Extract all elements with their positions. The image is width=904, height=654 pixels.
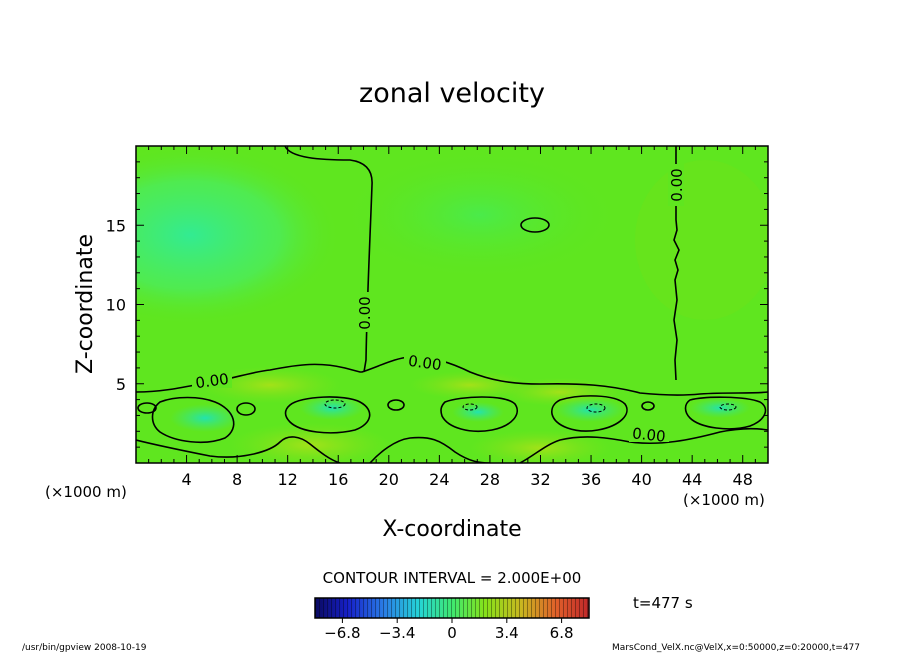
cool-cell-1 [170, 404, 240, 432]
neg-contour-3 [586, 403, 606, 413]
negative-contours [324, 399, 737, 413]
neg-contour-4 [719, 403, 737, 411]
colorbar-tick-label: −6.8 [324, 624, 360, 642]
contour-interval-text: CONTOUR INTERVAL = 2.000E+00 [323, 569, 582, 587]
y-tick-label: 15 [106, 216, 126, 235]
x-unit-left: (×1000 m) [45, 483, 127, 501]
x-tick-label: 36 [581, 470, 601, 489]
contour-edge-loop-left [137, 402, 157, 414]
contour-loop-a [236, 402, 256, 416]
warm-region-1 [200, 367, 340, 403]
x-tick-label: 40 [631, 470, 651, 489]
contour-cell-4 [551, 395, 628, 432]
contour-cell-3 [440, 396, 518, 432]
contour-label-3: 0.00 [356, 296, 374, 329]
colorbar: −6.8 −3.4 0 3.4 6.8 [314, 597, 590, 642]
cool-cell-4 [556, 398, 624, 422]
contour-labels: 0.00 0.00 0.00 0.00 0.00 [192, 164, 686, 446]
x-tick-label: 16 [328, 470, 348, 489]
contour-label-4: 0.00 [668, 168, 686, 201]
colorbar-tick-label: 0 [447, 624, 457, 642]
heatmap-field [136, 146, 768, 463]
y-axis-ticks: 5 10 15 [106, 145, 768, 464]
x-tick-label: 48 [733, 470, 753, 489]
x-tick-label: 8 [232, 470, 242, 489]
x-tick-label: 4 [181, 470, 191, 489]
colorbar-tick-label: 6.8 [550, 624, 574, 642]
contour-cell-1 [151, 396, 235, 444]
contour-bottom-1 [136, 436, 341, 463]
cool-region-upper-left [136, 146, 340, 325]
contour-small-loop [520, 217, 550, 233]
x-tick-label: 20 [379, 470, 399, 489]
contour-label-5: 0.00 [631, 424, 666, 445]
contour-loop-c [641, 401, 655, 411]
x-unit-right: (×1000 m) [683, 491, 765, 509]
x-tick-label: 12 [278, 470, 298, 489]
cool-cell-3 [452, 402, 504, 422]
contour-cell-5 [684, 396, 767, 430]
contour-zero-vertical-right [673, 146, 680, 381]
contour-label-1: 0.00 [194, 370, 230, 392]
colorbar-tick-label: −3.4 [379, 624, 415, 642]
warm-region-upper-right [635, 160, 768, 320]
cool-region-upper-mid [340, 150, 620, 280]
colorbar-ticks: −6.8 −3.4 0 3.4 6.8 [324, 618, 574, 642]
neg-contour-1 [324, 399, 346, 409]
x-tick-label: 24 [429, 470, 449, 489]
contour-label-2: 0.00 [407, 352, 443, 374]
contour-loop-b [387, 399, 405, 411]
y-tick-label: 10 [106, 296, 126, 315]
footer-right: MarsCond_VelX.nc@VelX,x=0:50000,z=0:2000… [612, 643, 860, 653]
colorbar-stripes [315, 598, 589, 618]
contour-cell-2 [284, 396, 371, 434]
time-label: t=477 s [633, 594, 693, 612]
x-tick-label: 44 [682, 470, 702, 489]
x-tick-label: 28 [480, 470, 500, 489]
y-tick-label: 5 [116, 375, 126, 394]
x-axis-label: X-coordinate [382, 517, 521, 542]
contour-bottom-2 [369, 436, 491, 463]
y-axis-label: Z-coordinate [73, 234, 98, 374]
x-tick-label: 32 [530, 470, 550, 489]
x-axis-ticks: 4 8 12 16 20 24 28 32 36 40 44 48 [135, 146, 769, 489]
cool-cell-2 [300, 396, 364, 420]
colorbar-tick-label: 3.4 [495, 624, 519, 642]
contour-bottom-3 [519, 427, 768, 463]
chart-title: zonal velocity [359, 78, 545, 109]
footer-left: /usr/bin/gpview 2008-10-19 [22, 643, 147, 653]
neg-contour-2 [462, 403, 478, 411]
